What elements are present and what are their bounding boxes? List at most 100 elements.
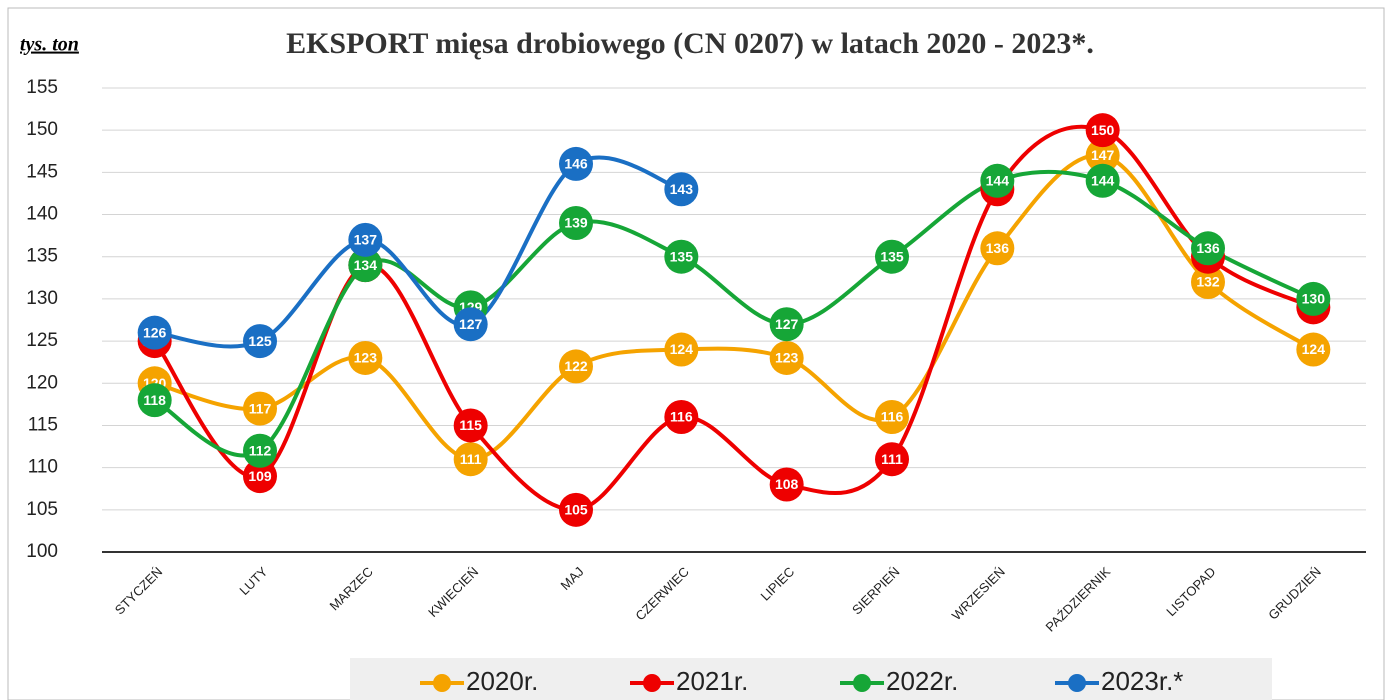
data-label: 123 <box>354 350 378 366</box>
series-line <box>154 155 682 349</box>
data-label: 144 <box>986 173 1010 189</box>
data-label: 122 <box>564 358 588 374</box>
x-tick-label: KWIECIEŃ <box>425 564 481 620</box>
data-point <box>453 442 488 477</box>
y-tick-label: 145 <box>26 161 58 182</box>
data-point <box>1296 332 1331 367</box>
data-label: 147 <box>1091 147 1115 163</box>
y-tick-label: 125 <box>26 330 58 351</box>
data-label: 116 <box>881 409 904 425</box>
data-point <box>980 231 1015 266</box>
x-tick-label: MAJ <box>558 564 587 593</box>
data-label: 150 <box>1091 122 1115 138</box>
data-label: 108 <box>775 476 799 492</box>
y-axis-label: tys. ton <box>20 34 79 56</box>
data-point <box>980 163 1015 198</box>
legend-label: 2022r. <box>886 666 958 696</box>
legend-marker <box>1068 674 1086 692</box>
data-label: 115 <box>459 417 482 433</box>
data-label: 124 <box>1302 341 1326 357</box>
data-point <box>559 492 593 527</box>
legend-marker <box>433 674 451 692</box>
data-point <box>664 332 699 367</box>
data-point <box>348 248 383 283</box>
x-tick-label: SIERPIEŃ <box>849 564 903 618</box>
data-label: 111 <box>460 451 482 467</box>
data-label: 135 <box>880 248 904 264</box>
data-point <box>243 433 277 468</box>
data-label: 127 <box>459 316 483 332</box>
data-point <box>664 172 699 207</box>
data-point <box>1085 113 1120 148</box>
data-label: 118 <box>143 392 166 408</box>
data-label: 125 <box>248 333 272 349</box>
data-point <box>243 459 277 494</box>
data-label: 111 <box>881 451 903 467</box>
legend-box <box>350 658 1272 700</box>
y-tick-label: 120 <box>26 372 58 393</box>
x-tick-label: LIPIEC <box>757 564 797 604</box>
data-label: 105 <box>564 502 588 518</box>
y-tick-label: 155 <box>26 77 58 98</box>
data-point <box>1085 163 1120 198</box>
data-point <box>559 205 593 240</box>
data-label: 144 <box>1091 173 1115 189</box>
data-label: 143 <box>670 181 694 197</box>
data-point <box>137 315 172 350</box>
data-label: 126 <box>143 324 167 340</box>
legend-label: 2020r. <box>466 666 538 696</box>
data-label: 136 <box>1196 240 1220 256</box>
legend-marker <box>853 674 871 692</box>
data-point <box>1191 231 1225 266</box>
data-point <box>875 400 909 435</box>
data-label: 135 <box>670 248 694 264</box>
x-tick-label: LISTOPAD <box>1163 564 1218 619</box>
data-point <box>664 239 699 274</box>
y-tick-label: 150 <box>26 119 58 140</box>
data-point <box>137 383 172 418</box>
data-point <box>243 324 277 359</box>
x-tick-label: LUTY <box>236 564 270 598</box>
data-label: 136 <box>986 240 1010 256</box>
data-label: 124 <box>670 341 694 357</box>
data-label: 117 <box>249 400 272 416</box>
data-point <box>243 391 277 426</box>
x-tick-label: CZERWIEC <box>632 564 691 623</box>
data-point <box>769 467 804 502</box>
x-tick-label: GRUDZIEŃ <box>1265 564 1324 623</box>
data-point <box>664 400 699 435</box>
chart-title: EKSPORT mięsa drobiowego (CN 0207) w lat… <box>286 27 1094 60</box>
data-point <box>348 222 383 257</box>
chart-border <box>7 7 1385 700</box>
y-tick-label: 115 <box>28 414 58 435</box>
y-tick-label: 105 <box>26 499 58 520</box>
y-tick-label: 100 <box>26 541 58 562</box>
data-point <box>1085 138 1120 173</box>
data-label: 116 <box>670 409 693 425</box>
data-label: 123 <box>775 350 799 366</box>
data-point <box>559 146 593 181</box>
legend-label: 2023r.* <box>1101 666 1183 696</box>
y-tick-label: 135 <box>26 246 58 267</box>
data-point <box>769 340 804 375</box>
data-point <box>875 442 909 477</box>
x-tick-label: PAŹDZIERNIK <box>1043 564 1114 635</box>
legend-label: 2021r. <box>676 666 748 696</box>
x-tick-label: WRZESIEŃ <box>949 564 1008 623</box>
data-label: 127 <box>775 316 799 332</box>
y-tick-label: 130 <box>26 288 58 309</box>
data-label: 146 <box>564 156 588 172</box>
data-label: 132 <box>1196 274 1220 290</box>
data-point <box>348 340 383 375</box>
data-label: 139 <box>564 215 588 231</box>
data-label: 137 <box>354 232 378 248</box>
data-point <box>559 349 593 384</box>
x-tick-label: MARZEC <box>326 564 375 613</box>
data-label: 109 <box>248 468 272 484</box>
y-tick-label: 110 <box>28 457 58 478</box>
legend-marker <box>643 674 661 692</box>
data-point <box>769 307 804 342</box>
data-point <box>1296 281 1331 316</box>
data-point <box>1191 265 1225 300</box>
